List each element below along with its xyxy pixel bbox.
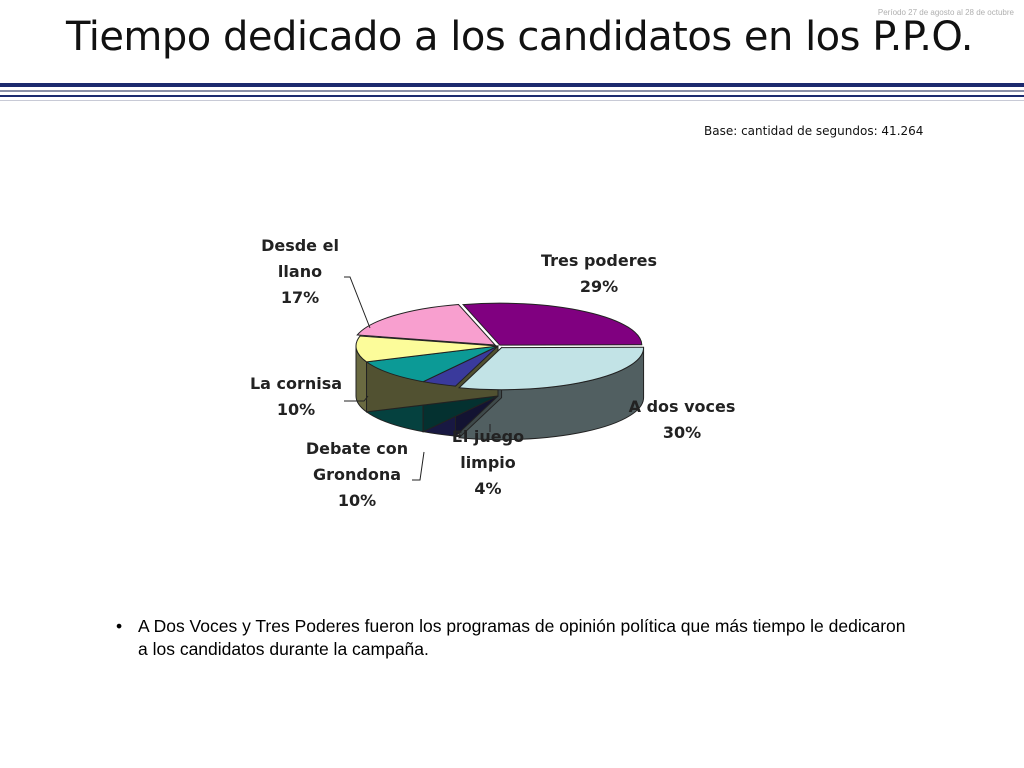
slice-label-la-cornisa: La cornisa 10% xyxy=(250,374,342,419)
slice-label-line: 29% xyxy=(580,277,618,296)
slice-label-line: Desde el xyxy=(261,236,339,255)
leader-line-la-cornisa xyxy=(344,395,369,402)
period-note: Período 27 de agosto al 28 de octubre xyxy=(877,8,1014,17)
pie-chart: Tres poderes 29% A dos voces 30% El juego lim… xyxy=(250,236,735,510)
leader-lines xyxy=(344,276,491,481)
pie-slice-la-cornisa xyxy=(355,335,499,363)
slice-label-el-juego-limpio: El juego limpio 4% xyxy=(452,427,524,498)
base-note: Base: cantidad de segundos: 41.264 xyxy=(704,124,924,138)
bullet-icon: • xyxy=(116,616,123,636)
slice-label-debate-con-grondona: Debate con Grondona 10% xyxy=(306,439,408,510)
slice-label-line: La cornisa xyxy=(250,374,342,393)
slice-label-line: Tres poderes xyxy=(541,251,657,270)
slice-label-line: 30% xyxy=(663,423,701,442)
slice-label-line: 10% xyxy=(338,491,376,510)
slice-label-line: 4% xyxy=(474,479,501,498)
pie-slice-debate-con-grondona xyxy=(365,345,499,383)
slice-label-desde-el-llano: Desde el llano 17% xyxy=(261,236,339,307)
leader-line-desde-el-llano xyxy=(344,276,371,329)
header-rule xyxy=(0,95,1024,97)
bullet-list: • A Dos Voces y Tres Poderes fueron los … xyxy=(116,615,916,661)
header-rule xyxy=(0,90,1024,92)
slice-label-a-dos-voces: A dos voces 30% xyxy=(629,397,736,442)
slice-label-tres-poderes: Tres poderes 29% xyxy=(541,251,657,296)
slice-label-line: 17% xyxy=(281,288,319,307)
slice-label-line: llano xyxy=(278,262,322,281)
slice-label-line: El juego xyxy=(452,427,524,446)
header-rule xyxy=(0,83,1024,87)
header-rule xyxy=(0,100,1024,101)
pie-slices xyxy=(355,302,645,441)
slice-label-line: 10% xyxy=(277,400,315,419)
slice-label-line: Grondona xyxy=(313,465,401,484)
slice-label-line: limpio xyxy=(460,453,516,472)
pie-slice-tres-poderes xyxy=(462,302,643,346)
slice-labels: Tres poderes 29% A dos voces 30% El juego lim… xyxy=(250,236,735,510)
page-title: Tiempo dedicado a los candidatos en los … xyxy=(66,14,974,60)
bullet-text: A Dos Voces y Tres Poderes fueron los pr… xyxy=(138,616,906,659)
leader-line-debate-con-grondona xyxy=(412,451,425,481)
pie-slice-a-dos-voces xyxy=(457,346,645,391)
slice-label-line: A dos voces xyxy=(629,397,736,416)
slice-label-line: Debate con xyxy=(306,439,408,458)
pie-slice-desde-el-llano xyxy=(356,303,497,346)
